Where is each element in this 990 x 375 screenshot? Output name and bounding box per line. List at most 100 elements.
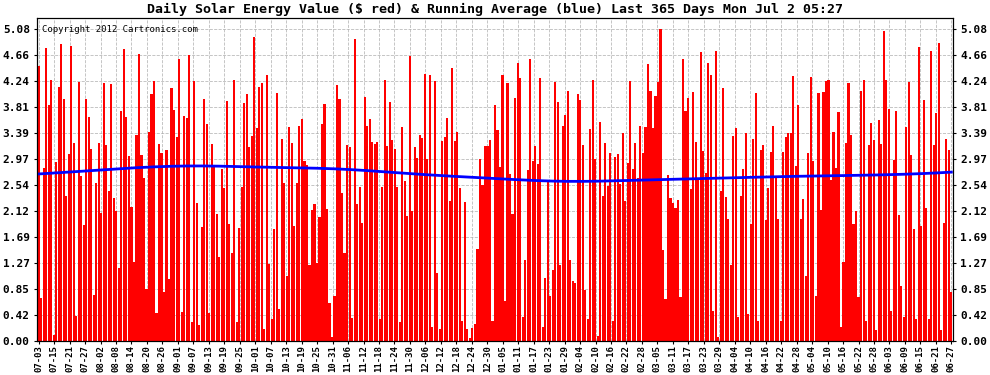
Bar xyxy=(905,127,907,341)
Bar xyxy=(38,66,40,341)
Bar xyxy=(642,153,644,341)
Bar xyxy=(835,168,838,341)
Bar xyxy=(414,147,416,341)
Bar xyxy=(146,289,148,341)
Bar xyxy=(248,147,250,341)
Bar xyxy=(722,88,725,341)
Bar xyxy=(479,159,481,341)
Bar xyxy=(155,313,157,341)
Bar xyxy=(346,145,348,341)
Bar xyxy=(540,78,542,341)
Bar xyxy=(239,228,241,341)
Bar xyxy=(281,139,283,341)
Bar xyxy=(898,215,900,341)
Bar xyxy=(620,184,622,341)
Bar xyxy=(599,122,601,341)
Bar xyxy=(808,153,810,341)
Title: Daily Solar Energy Value ($ red) & Running Average (blue) Last 365 Days Mon Jul : Daily Solar Energy Value ($ red) & Runni… xyxy=(147,3,843,16)
Bar xyxy=(476,249,478,341)
Bar xyxy=(757,321,759,341)
Bar xyxy=(406,216,408,341)
Bar xyxy=(316,263,318,341)
Bar xyxy=(306,165,308,341)
Bar xyxy=(852,224,854,341)
Bar xyxy=(622,133,624,341)
Bar xyxy=(507,82,509,341)
Bar xyxy=(514,98,516,341)
Bar xyxy=(348,147,350,341)
Bar xyxy=(489,140,491,341)
Bar xyxy=(321,124,323,341)
Bar xyxy=(48,105,50,341)
Bar xyxy=(790,133,792,341)
Bar xyxy=(646,64,649,341)
Bar xyxy=(659,29,661,341)
Bar xyxy=(749,224,751,341)
Bar xyxy=(150,94,152,341)
Bar xyxy=(882,31,885,341)
Bar xyxy=(920,226,923,341)
Bar xyxy=(474,324,476,341)
Bar xyxy=(556,102,558,341)
Bar xyxy=(684,111,687,341)
Bar xyxy=(376,142,378,341)
Bar xyxy=(72,143,75,341)
Bar xyxy=(945,139,947,341)
Bar xyxy=(324,104,326,341)
Bar xyxy=(735,128,737,341)
Bar xyxy=(792,76,794,341)
Bar xyxy=(534,146,537,341)
Bar xyxy=(190,322,193,341)
Bar xyxy=(126,117,128,341)
Bar xyxy=(198,325,200,341)
Bar xyxy=(213,166,215,341)
Bar xyxy=(697,180,699,341)
Bar xyxy=(265,75,268,341)
Bar xyxy=(579,100,581,341)
Bar xyxy=(833,132,835,341)
Bar xyxy=(484,146,486,341)
Bar xyxy=(180,312,182,341)
Bar xyxy=(236,322,238,341)
Bar xyxy=(561,126,563,341)
Bar xyxy=(677,200,679,341)
Bar xyxy=(787,133,789,341)
Bar xyxy=(679,297,681,341)
Bar xyxy=(770,152,772,341)
Bar xyxy=(276,93,278,341)
Bar xyxy=(291,144,293,341)
Bar xyxy=(131,207,133,341)
Bar xyxy=(742,169,744,341)
Bar xyxy=(888,109,890,341)
Bar xyxy=(67,154,70,341)
Bar xyxy=(700,53,702,341)
Bar xyxy=(913,230,915,341)
Bar xyxy=(584,290,586,341)
Bar xyxy=(469,338,471,341)
Bar xyxy=(532,161,534,341)
Bar xyxy=(797,105,800,341)
Bar xyxy=(637,178,639,341)
Bar xyxy=(915,319,918,341)
Bar xyxy=(890,311,892,341)
Bar xyxy=(640,126,642,341)
Bar xyxy=(762,145,764,341)
Bar xyxy=(188,55,190,341)
Bar xyxy=(234,80,236,341)
Bar xyxy=(62,99,64,341)
Bar xyxy=(396,188,398,341)
Bar xyxy=(163,292,165,341)
Bar xyxy=(148,132,150,341)
Bar xyxy=(421,138,424,341)
Bar xyxy=(554,82,556,341)
Bar xyxy=(60,44,62,341)
Bar xyxy=(800,219,802,341)
Bar xyxy=(702,151,704,341)
Bar xyxy=(519,78,521,341)
Bar xyxy=(522,317,524,341)
Bar xyxy=(764,220,767,341)
Bar xyxy=(933,144,935,341)
Bar xyxy=(434,81,436,341)
Bar xyxy=(165,150,167,341)
Bar xyxy=(926,208,928,341)
